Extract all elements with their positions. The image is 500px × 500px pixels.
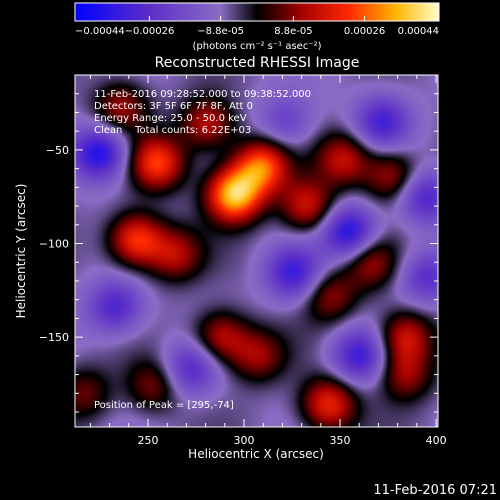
heatmap-image	[75, 75, 438, 427]
colorbar-tick-label: 0.00026	[344, 26, 385, 37]
annotation-block: 11-Feb-2016 09:28:52.000 to 09:38:52.000…	[94, 89, 311, 136]
x-axis-label: Heliocentric X (arcsec)	[188, 447, 324, 461]
footer-timestamp: 11-Feb-2016 07:21	[373, 483, 497, 498]
colorbar-label: (photons cm⁻² s⁻¹ asec⁻²)	[192, 41, 321, 52]
plot-frame	[74, 74, 439, 428]
x-tick-label: 350	[330, 434, 351, 447]
colorbar-tick-label: −0.00026	[125, 26, 175, 37]
annotation-clean-counts: Clean Total counts: 6.22E+03	[94, 125, 251, 136]
chart-title: Reconstructed RHESSI Image	[155, 55, 360, 71]
colorbar-ticks: −0.00044 −0.00026 −8.8e-05 8.8e-05 0.00026 0.…	[74, 16, 440, 37]
x-tick-label: 250	[137, 434, 158, 447]
y-tick-label: −100	[39, 238, 69, 251]
annotation-time-range: 11-Feb-2016 09:28:52.000 to 09:38:52.000	[94, 89, 311, 100]
colorbar-tick-label: −0.00044	[75, 26, 125, 37]
axis-ticks: 250 300 350 400 −50 −100 −150	[39, 74, 447, 447]
y-axis-label: Heliocentric Y (arcsec)	[14, 184, 28, 319]
colorbar-tick-label: 0.00044	[398, 26, 439, 37]
x-tick-label: 300	[234, 434, 255, 447]
annotation-detectors: Detectors: 3F 5F 6F 7F 8F, Att 0	[94, 101, 253, 112]
peak-position-label: Position of Peak = [295,-74]	[94, 400, 234, 411]
colorbar-tick-label: 8.8e-05	[274, 26, 312, 37]
colorbar-tick-label: −8.8e-05	[197, 26, 244, 37]
y-tick-label: −150	[39, 331, 69, 344]
annotation-energy-range: Energy Range: 25.0 - 50.0 keV	[94, 113, 247, 124]
x-tick-label: 400	[426, 434, 447, 447]
colorbar	[74, 2, 440, 22]
y-tick-label: −50	[46, 144, 69, 157]
